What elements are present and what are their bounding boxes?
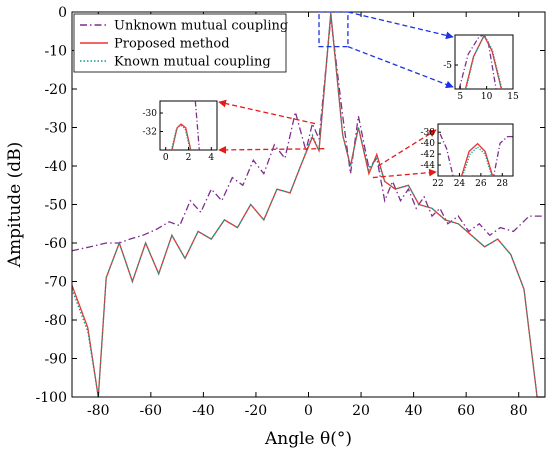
inset-series-line-2 — [461, 146, 493, 176]
inset-series-line-1 — [171, 123, 192, 150]
inset-y-tick-label: -44 — [421, 161, 436, 171]
x-tick-label: 40 — [405, 403, 423, 419]
x-tick-label: -80 — [87, 403, 110, 419]
zoom-markers — [218, 11, 454, 179]
series-line-0 — [71, 17, 545, 252]
inset-series-line-2 — [465, 35, 503, 89]
inset-series-line-0 — [458, 35, 497, 89]
zoom-arrow-left-top — [218, 99, 316, 125]
inset-left-sidelobe: 0 2 4 -30 -32 — [143, 100, 218, 163]
x-tick-label: -20 — [245, 403, 268, 419]
zoom-arrow-left-bottom — [218, 146, 325, 154]
inset-x-tick-label: 22 — [432, 179, 443, 189]
inset-y-tick-label: -5 — [443, 61, 452, 71]
zoom-arrow-right-bottom — [372, 168, 437, 179]
inset-x-tick-label: 0 — [163, 153, 169, 163]
inset-y-tick-label: -32 — [143, 128, 158, 138]
y-tick-label: -70 — [44, 275, 67, 291]
inset-x-tick-label: 4 — [208, 153, 214, 163]
x-tick-label: 0 — [304, 403, 313, 419]
inset-series-line-0 — [439, 133, 513, 176]
legend: Unknown mutual coupling Proposed method Kn… — [73, 13, 288, 73]
x-tick-label: -40 — [192, 403, 215, 419]
inset-series-line-2 — [170, 124, 191, 150]
inset-x-tick-label: 5 — [457, 92, 463, 102]
inset-x-tick-label: 24 — [454, 179, 466, 189]
inset-y-tick-label: -38 — [421, 128, 436, 138]
x-axis-label: Angle θ(°) — [264, 429, 352, 449]
x-tick-label: 80 — [510, 403, 528, 419]
y-tick-label: -40 — [44, 159, 67, 175]
x-tick-label: -60 — [140, 403, 163, 419]
inset-x-tick-label: 10 — [481, 92, 493, 102]
legend-label: Proposed method — [114, 37, 230, 52]
inset-x-tick-label: 2 — [186, 153, 192, 163]
inset-y-tick-label: -40 — [421, 139, 436, 149]
legend-box — [73, 13, 287, 73]
y-tick-label: -80 — [44, 313, 67, 329]
y-tick-label: 0 — [58, 5, 67, 21]
legend-label: Unknown mutual coupling — [114, 19, 288, 34]
x-tick-label: 60 — [457, 403, 475, 419]
zoom-arrow-main-lobe-bottom — [347, 46, 454, 89]
inset-main-lobe: 5 10 15 -5 — [443, 34, 519, 102]
inset-x-tick-label: 26 — [475, 179, 487, 189]
inset-frame — [454, 34, 514, 90]
zoom-arrow-right-top — [377, 129, 437, 167]
inset-right-sidelobe: 22 24 26 28 -38-40-42-44 — [421, 123, 514, 189]
x-tick-label: 20 — [352, 403, 370, 419]
main-plot-lines — [71, 12, 545, 398]
axis-ticks: -80 -60 -40 -20 0 20 40 60 800-10-20-30-40-50-60… — [36, 5, 545, 419]
inset-series-line-0 — [194, 101, 200, 150]
y-tick-label: -50 — [44, 198, 67, 214]
y-axis-label: Ampitude (dB) — [5, 142, 25, 268]
inset-x-tick-label: 28 — [497, 179, 509, 189]
y-tick-label: -10 — [44, 44, 67, 60]
y-tick-label: -30 — [44, 121, 67, 137]
inset-y-tick-label: -42 — [421, 150, 436, 160]
inset-frame — [437, 123, 514, 177]
inset-x-tick-label: 15 — [507, 92, 519, 102]
y-tick-label: -60 — [44, 236, 67, 252]
zoom-arrow-main-lobe-top — [347, 11, 454, 40]
legend-label: Known mutual coupling — [114, 55, 271, 70]
series-line-2 — [71, 12, 545, 398]
y-tick-label: -100 — [36, 390, 67, 406]
inset-series-line-1 — [460, 142, 494, 176]
y-tick-label: -20 — [44, 82, 67, 98]
y-tick-label: -90 — [44, 352, 67, 368]
inset-y-tick-label: -30 — [143, 109, 158, 119]
